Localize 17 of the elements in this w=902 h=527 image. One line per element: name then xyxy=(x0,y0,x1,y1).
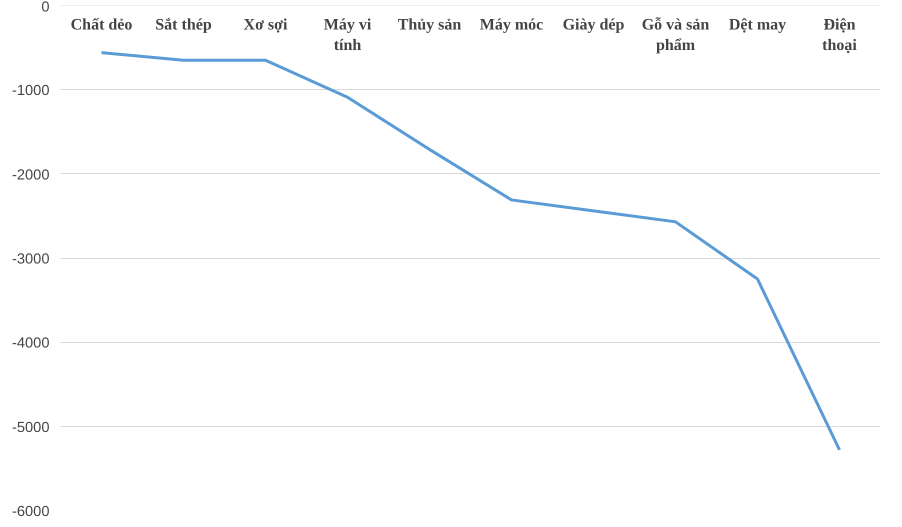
x-tick-label: Chất dẻo xyxy=(70,16,132,34)
x-tick-label: Máy móc xyxy=(480,16,544,34)
y-tick-label: -3000 xyxy=(12,252,50,268)
y-tick-label: -1000 xyxy=(12,83,50,100)
x-tick-label: Máy vi tính xyxy=(324,16,372,54)
x-tick-label: Điện thoại xyxy=(822,16,858,54)
x-tick-label: Sắt thép xyxy=(155,16,212,34)
y-tick-label: -2000 xyxy=(12,167,50,184)
x-tick-label: Gỗ và sản phẩm xyxy=(642,16,710,54)
x-tick-label: Thủy sản xyxy=(398,16,462,34)
y-tick-label: -4000 xyxy=(12,336,50,352)
x-tick-label: Giày dép xyxy=(562,16,624,34)
x-tick-label: Dệt may xyxy=(728,16,786,34)
y-tick-label: 0 xyxy=(41,0,50,16)
x-tick-label: Xơ sợi xyxy=(244,16,288,34)
y-tick-label: -5000 xyxy=(12,420,50,436)
y-tick-label: -6000 xyxy=(12,504,50,520)
